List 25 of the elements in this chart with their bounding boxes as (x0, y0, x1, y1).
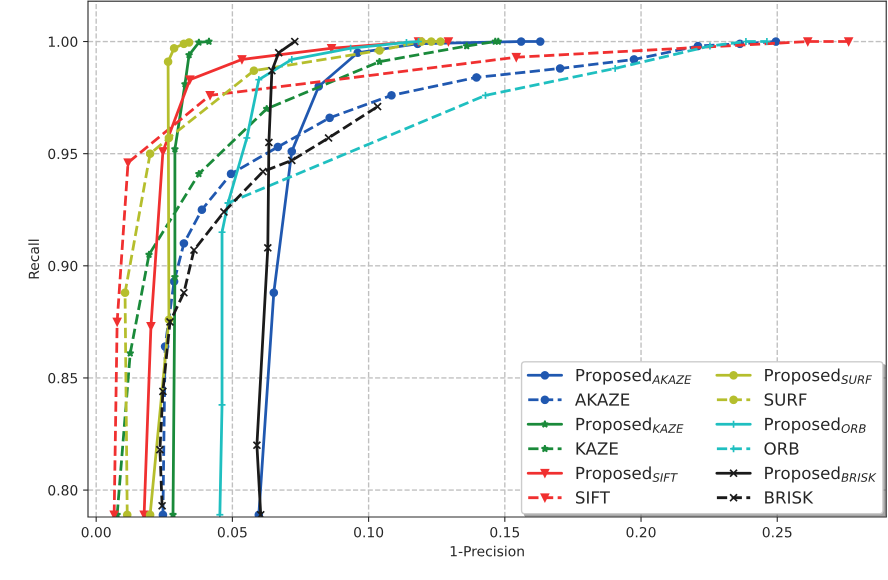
y-tick-label: 0.85 (48, 372, 78, 384)
x-tick-label: 0.10 (354, 526, 384, 538)
x-axis-title: 1-Precision (450, 546, 524, 556)
legend-label: Proposed$_{SURF}$ (765, 368, 872, 385)
legend-label: KAZE (576, 442, 618, 455)
y-axis-title: Recall (28, 240, 40, 278)
legend-label: Proposed$_{KAZE}$ (576, 417, 684, 434)
y-tick-label: 0.90 (48, 260, 78, 272)
legend-label: Proposed$_{AKAZE}$ (576, 368, 692, 385)
x-tick-label: 0.25 (762, 526, 792, 538)
legend-label: Proposed$_{SIFT}$ (576, 466, 678, 482)
legend-label: SURF (764, 393, 807, 406)
legend-label: ORB (764, 442, 799, 455)
legend-label: AKAZE (575, 393, 630, 406)
y-tick-label: 0.95 (48, 148, 78, 160)
x-tick-label: 0.15 (490, 526, 520, 538)
x-tick-label: 0.00 (82, 526, 111, 538)
legend-label: BRISK (765, 491, 814, 504)
legend-label: SIFT (576, 491, 610, 504)
x-tick-label: 0.05 (218, 526, 247, 538)
x-tick-label: 0.20 (626, 526, 656, 538)
legend-label: Proposed$_{BRISK}$ (765, 466, 876, 482)
legend-label: Proposed$_{ORB}$ (765, 417, 866, 434)
y-tick-label: 1.00 (48, 36, 78, 48)
y-tick-label: 0.80 (48, 485, 78, 496)
